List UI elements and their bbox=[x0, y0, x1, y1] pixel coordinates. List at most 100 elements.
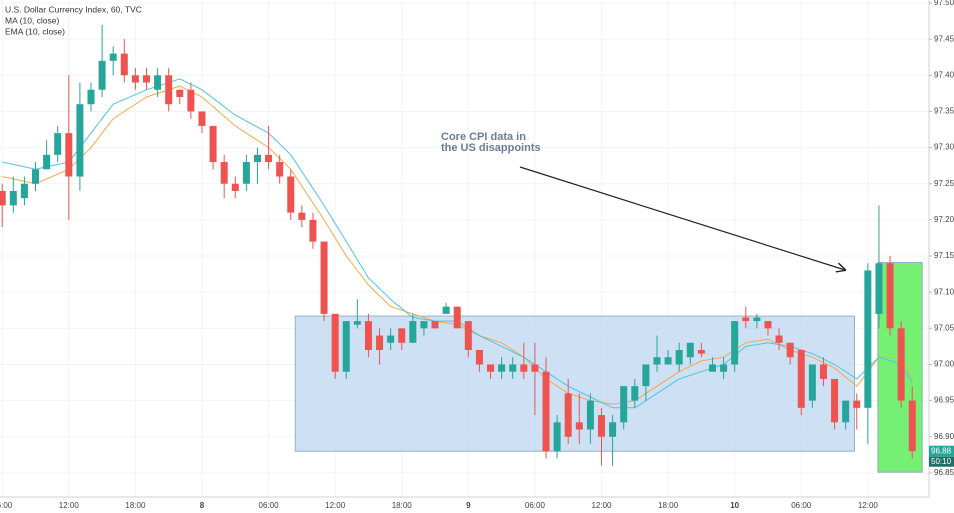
indicator-line bbox=[2, 78, 913, 409]
last-price-label: 96.88 bbox=[931, 446, 952, 455]
candle-body bbox=[65, 133, 73, 177]
candle-body bbox=[686, 342, 694, 358]
candle-body bbox=[631, 386, 639, 401]
annotation-arrow bbox=[519, 166, 845, 270]
y-tick-label: 97.00 bbox=[934, 360, 954, 369]
x-tick-label: 12:00 bbox=[858, 501, 879, 510]
candle-body bbox=[831, 378, 839, 423]
candle-body bbox=[265, 154, 273, 163]
x-tick-label: 10 bbox=[730, 501, 739, 510]
y-tick-label: 97.50 bbox=[934, 0, 954, 7]
candle-body bbox=[54, 133, 62, 155]
candle-body bbox=[664, 357, 672, 365]
candle-body bbox=[531, 364, 539, 372]
y-tick-label: 97.40 bbox=[934, 70, 954, 79]
candle-body bbox=[142, 75, 150, 83]
indicator-label: MA (10, close) bbox=[5, 15, 59, 25]
candle-body bbox=[120, 53, 128, 76]
candle-body bbox=[897, 328, 905, 401]
candle-body bbox=[775, 335, 783, 343]
candle-body bbox=[797, 350, 805, 408]
candle-body bbox=[487, 364, 495, 372]
candle-body bbox=[598, 415, 606, 437]
candle-body bbox=[309, 219, 317, 242]
x-tick-label: 18:00 bbox=[125, 501, 146, 510]
candle-body bbox=[786, 342, 794, 358]
y-tick-label: 97.05 bbox=[934, 323, 954, 332]
chart-title: U.S. Dollar Currency Index, 60, TVC bbox=[5, 4, 142, 14]
candle-body bbox=[353, 321, 361, 325]
candle-body bbox=[620, 386, 628, 423]
indicator-line bbox=[2, 85, 913, 405]
candle-body bbox=[586, 400, 594, 430]
candle-body bbox=[187, 89, 195, 112]
x-tick-label: 9 bbox=[466, 501, 471, 510]
candle-body bbox=[697, 350, 705, 354]
candle-body bbox=[87, 89, 95, 105]
candle-body bbox=[364, 321, 372, 351]
candle-body bbox=[520, 364, 528, 372]
candle-body bbox=[753, 317, 761, 322]
x-tick-label: 18:00 bbox=[658, 501, 679, 510]
candle-body bbox=[464, 321, 472, 351]
candle-body bbox=[20, 183, 28, 199]
candle-body bbox=[553, 422, 561, 452]
candle-body bbox=[131, 75, 139, 83]
candle-body bbox=[708, 364, 716, 372]
candle-body bbox=[0, 190, 6, 206]
candle-body bbox=[720, 364, 728, 372]
candles bbox=[0, 24, 916, 466]
candle-body bbox=[320, 241, 328, 314]
candle-body bbox=[287, 176, 295, 213]
indicators bbox=[2, 78, 913, 409]
y-tick-label: 96.85 bbox=[934, 468, 954, 477]
candle-body bbox=[642, 364, 650, 387]
zones bbox=[294, 262, 923, 473]
x-tick-label: 06:00 bbox=[525, 501, 546, 510]
x-tick-label: 18:00 bbox=[392, 501, 413, 510]
candle-body bbox=[564, 393, 572, 437]
candle-body bbox=[98, 60, 106, 90]
x-tick-label: 12:00 bbox=[325, 501, 346, 510]
candle-body bbox=[198, 111, 206, 126]
candle-body bbox=[908, 400, 916, 452]
candle-body bbox=[242, 162, 250, 184]
candle-body bbox=[209, 125, 217, 163]
x-tick-label: 06:00 bbox=[791, 501, 812, 510]
candle-body bbox=[109, 53, 117, 61]
candle-body bbox=[220, 162, 228, 184]
candle-body bbox=[764, 321, 772, 329]
candle-body bbox=[498, 364, 506, 372]
candle-body bbox=[475, 350, 483, 365]
x-tick-label: 8 bbox=[200, 501, 205, 510]
y-tick-label: 97.10 bbox=[934, 287, 954, 296]
candle-body bbox=[253, 154, 261, 163]
candle-body bbox=[542, 371, 550, 452]
candle-body bbox=[32, 169, 40, 184]
candle-body bbox=[675, 350, 683, 365]
candle-body bbox=[76, 104, 84, 177]
candle-body bbox=[298, 212, 306, 220]
annotation: Core CPI data in bbox=[441, 131, 526, 143]
indicator-label: EMA (10, close) bbox=[5, 26, 65, 36]
candle-body bbox=[398, 328, 406, 343]
x-tick-label: 06:00 bbox=[0, 501, 13, 510]
candle-body bbox=[886, 263, 894, 329]
y-tick-label: 96.90 bbox=[934, 432, 954, 441]
last-price-box bbox=[929, 445, 954, 457]
countdown-label: 50:10 bbox=[931, 457, 952, 466]
x-tick-label: 12:00 bbox=[59, 501, 80, 510]
candle-body bbox=[509, 364, 517, 372]
candle-body bbox=[442, 306, 450, 314]
candle-body bbox=[276, 162, 284, 177]
candle-body bbox=[453, 306, 461, 329]
y-tick-label: 97.20 bbox=[934, 215, 954, 224]
candle-body bbox=[376, 335, 384, 351]
candle-body bbox=[808, 364, 816, 401]
candle-body bbox=[853, 400, 861, 408]
countdown-box bbox=[929, 456, 954, 467]
candle-body bbox=[176, 89, 184, 97]
candle-body bbox=[742, 317, 750, 322]
